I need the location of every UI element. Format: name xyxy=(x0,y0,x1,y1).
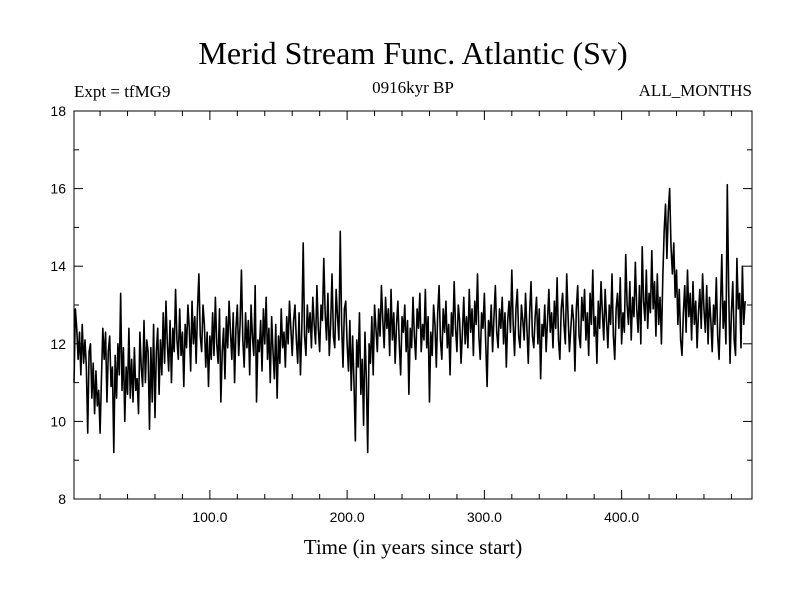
y-tick-label: 16 xyxy=(50,181,66,197)
y-tick-label: 8 xyxy=(58,491,66,507)
y-tick-label: 12 xyxy=(50,336,66,352)
x-axis-label: Time (in years since start) xyxy=(304,535,523,559)
y-tick-label: 14 xyxy=(50,258,66,274)
x-tick-label: 200.0 xyxy=(330,509,365,525)
y-tick-label: 18 xyxy=(50,103,66,119)
y-tick-label: 10 xyxy=(50,413,66,429)
x-tick-label: 400.0 xyxy=(604,509,639,525)
y-axis: 8 10 12 14 16 18 xyxy=(50,103,752,507)
right-annotation: ALL_MONTHS xyxy=(639,81,752,100)
left-annotation: Expt = tfMG9 xyxy=(74,82,170,101)
chart-title: Merid Stream Func. Atlantic (Sv) xyxy=(198,35,627,71)
series-layer xyxy=(73,183,746,454)
x-tick-label: 100.0 xyxy=(192,509,227,525)
subtitle: 0916kyr BP xyxy=(372,78,454,97)
x-axis: 100.0 200.0 300.0 400.0 xyxy=(99,111,732,525)
x-tick-label: 300.0 xyxy=(467,509,502,525)
series-line xyxy=(73,183,746,454)
